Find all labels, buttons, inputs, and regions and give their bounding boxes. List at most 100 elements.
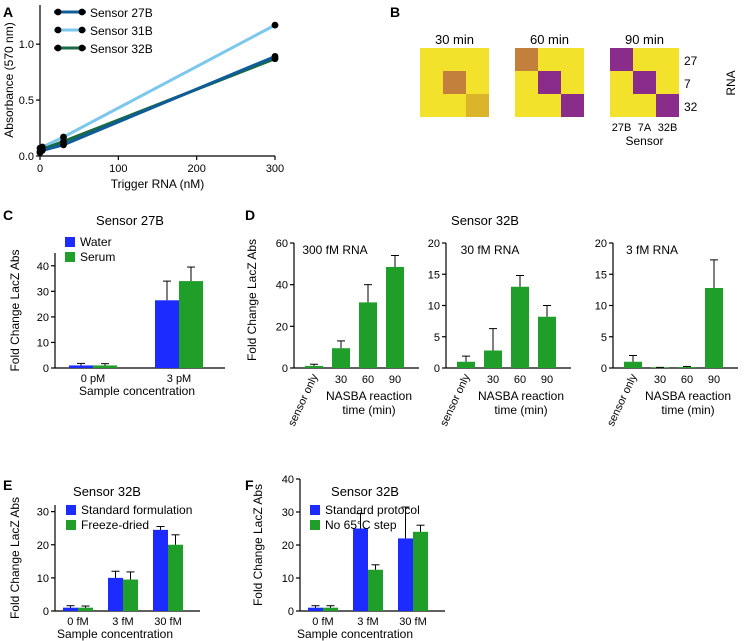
panel-e-x-label: Sample concentration [57,627,173,641]
panel-a-legend-label: Sensor 32B [90,42,153,56]
panel-b-row-label: 32 [684,100,698,114]
panel-d-subplot-bar [332,348,350,368]
panel-d-subplot-y-tick-label: 5 [434,332,440,344]
panel-label-a: A [3,4,13,20]
panel-a-x-tick-label: 300 [266,163,284,175]
panel-a-legend-marker [78,44,86,52]
panel-b-heatmap-title: 90 min [625,32,664,47]
panel-d-subplot-bar [484,350,502,368]
panel-d-subplot-y-tick-label: 0 [434,363,440,375]
panel-c-legend-label: Water [80,235,112,249]
panel-label-e: E [3,477,12,493]
panel-d-subplot-bar [705,288,723,368]
panel-f-bar [398,538,413,611]
panel-b-heatmap-title: 60 min [530,32,569,47]
panel-b-col-label: 7A [638,122,652,134]
panel-d-subplot-x-tick-label: sensor only [286,372,321,429]
panel-d-subplot-x-tick-label: 30 [335,374,347,386]
panel-b-heatmap-cell [633,48,656,71]
panel-d-subplot-x-label: NASBA reaction [478,389,564,403]
panel-e-x-tick-label: 30 fM [154,616,182,628]
panel-b-heatmap-cell [538,71,561,94]
panel-b-heatmap-cell [443,48,466,71]
panel-d-subplot-y-tick-label: 0 [601,363,607,375]
panel-b-heatmap-cell [633,94,656,117]
panel-a-y-tick-label: 1.0 [19,39,34,51]
panel-c-bar [179,281,203,368]
panel-a-legend-label: Sensor 27B [90,6,153,20]
panel-b-heatmap-cell [656,71,679,94]
panel-c-x-tick-label: 0 pM [81,373,105,385]
panel-d-subplot-x-label: NASBA reaction [645,389,731,403]
panel-e-legend-label: Standard formulation [81,503,192,517]
panel-a-data-point [60,138,67,145]
panel-d-subplot-bar [457,361,475,368]
panel-b-heatmap-cell [656,94,679,117]
panel-f-bar [323,607,338,611]
panel-c-title: Sensor 27B [96,213,164,228]
panel-e-bar [168,544,183,611]
panel-d-subplot-title: 300 fM RNA [302,243,367,257]
panel-c-legend-swatch [65,237,75,247]
panel-d-subplot-x-label: time (min) [494,403,547,417]
panel-b-heatmap-cell [561,48,584,71]
panel-e-y-tick-label: 10 [37,573,49,585]
panel-c-y-tick-label: 30 [37,286,49,298]
panel-f-legend-swatch [310,505,320,515]
panel-d-subplot-y-tick-label: 5 [601,332,607,344]
panel-b-col-label: 27B [612,122,632,134]
panel-c-bar [69,365,93,368]
panel-d-subplot-y-tick-label: 15 [428,269,440,281]
panel-f-x-label: Sample concentration [297,627,413,641]
panel-f-x-tick-label: 30 fM [399,616,427,628]
panel-d-y-label: Fold Change LacZ Abs [245,239,259,361]
panel-d-subplot-x-tick-label: sensor only [605,372,640,429]
panel-label-c: C [3,207,13,223]
panel-f-y-tick-label: 20 [282,540,294,552]
panel-d-subplot-x-tick-label: 90 [708,374,720,386]
panel-d-subplot-x-label: time (min) [661,403,714,417]
panel-d-subplot-x-label: NASBA reaction [326,389,412,403]
panel-f-legend-label: No 65°C step [325,518,397,532]
panel-b-heatmap-cell [561,94,584,117]
panel-e-legend-swatch [66,505,76,515]
panel-b-heatmap-cell [466,71,489,94]
panel-f-x-tick-label: 3 fM [357,616,378,628]
panel-b-heatmap-cell [538,48,561,71]
panel-b-heatmap-cell [538,94,561,117]
panel-d-subplot-x-tick-label: 90 [389,374,401,386]
panel-d-subplot-x-label: time (min) [342,403,395,417]
panel-d-subplot-bar [305,365,323,368]
panel-d-subplot-x-tick-label: 60 [681,374,693,386]
panel-a-legend-label: Sensor 31B [90,24,153,38]
panel-b-rna-label: RNA [724,70,738,95]
panel-f-y-tick-label: 10 [282,573,294,585]
panel-e-y-tick-label: 30 [37,507,49,519]
panel-f-x-tick-label: 0 fM [312,616,333,628]
panel-d-subplot-bar [624,361,642,368]
panel-c-legend-swatch [65,252,75,262]
panel-a-legend-marker [78,8,86,16]
panel-e-x-tick-label: 3 fM [112,616,133,628]
panel-b-x-label: Sensor [625,134,663,148]
panel-b-heatmap-cell [515,48,538,71]
panel-e-x-tick-label: 0 fM [67,616,88,628]
panel-c-y-tick-label: 40 [37,261,49,273]
panel-f-title: Sensor 32B [331,484,399,499]
panel-a-y-tick-label: 0.5 [19,95,34,107]
panel-d-subplot-y-tick-label: 10 [428,301,440,313]
panel-c-y-tick-label: 10 [37,337,49,349]
panel-d-subplot-bar [538,316,556,368]
panel-a-y-tick-label: 0.0 [19,151,34,163]
panel-a-x-label: Trigger RNA (nM) [111,177,205,191]
panel-a-series-line [39,23,276,150]
panel-a-legend-marker [54,26,62,34]
panel-e-bar [123,579,138,611]
panel-e-bar [63,607,78,611]
panel-d-subplot-bar [386,266,404,368]
panel-d-subplot-title: 30 fM RNA [461,243,520,257]
panel-label-d: D [245,207,255,223]
panel-f-bar [353,528,368,611]
panel-b-heatmap-cell [443,94,466,117]
panel-d-subplot-title: 3 fM RNA [626,243,678,257]
